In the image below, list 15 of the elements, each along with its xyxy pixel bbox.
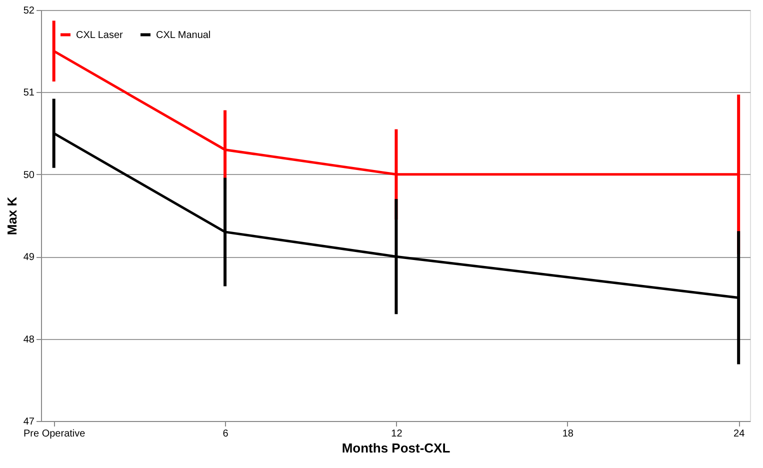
x-axis-title: Months Post-CXL	[342, 440, 450, 456]
y-axis-title: Max K	[4, 196, 20, 236]
y-tick-label: 50	[23, 170, 35, 181]
y-tick-label: 51	[23, 88, 35, 99]
x-tick-label: 24	[734, 428, 746, 440]
x-tick-label: Pre Operative	[23, 428, 86, 440]
y-tick-label: 47	[23, 416, 35, 428]
x-tick-label: 18	[562, 428, 574, 440]
legend-label: CXL Laser	[76, 30, 124, 41]
y-tick-label: 52	[23, 6, 35, 16]
x-tick-label: 12	[391, 428, 403, 440]
x-tick-label: 6	[222, 428, 229, 440]
legend-label: CXL Manual	[156, 30, 211, 41]
y-tick-label: 49	[23, 252, 35, 264]
y-tick-label: 48	[23, 334, 35, 346]
